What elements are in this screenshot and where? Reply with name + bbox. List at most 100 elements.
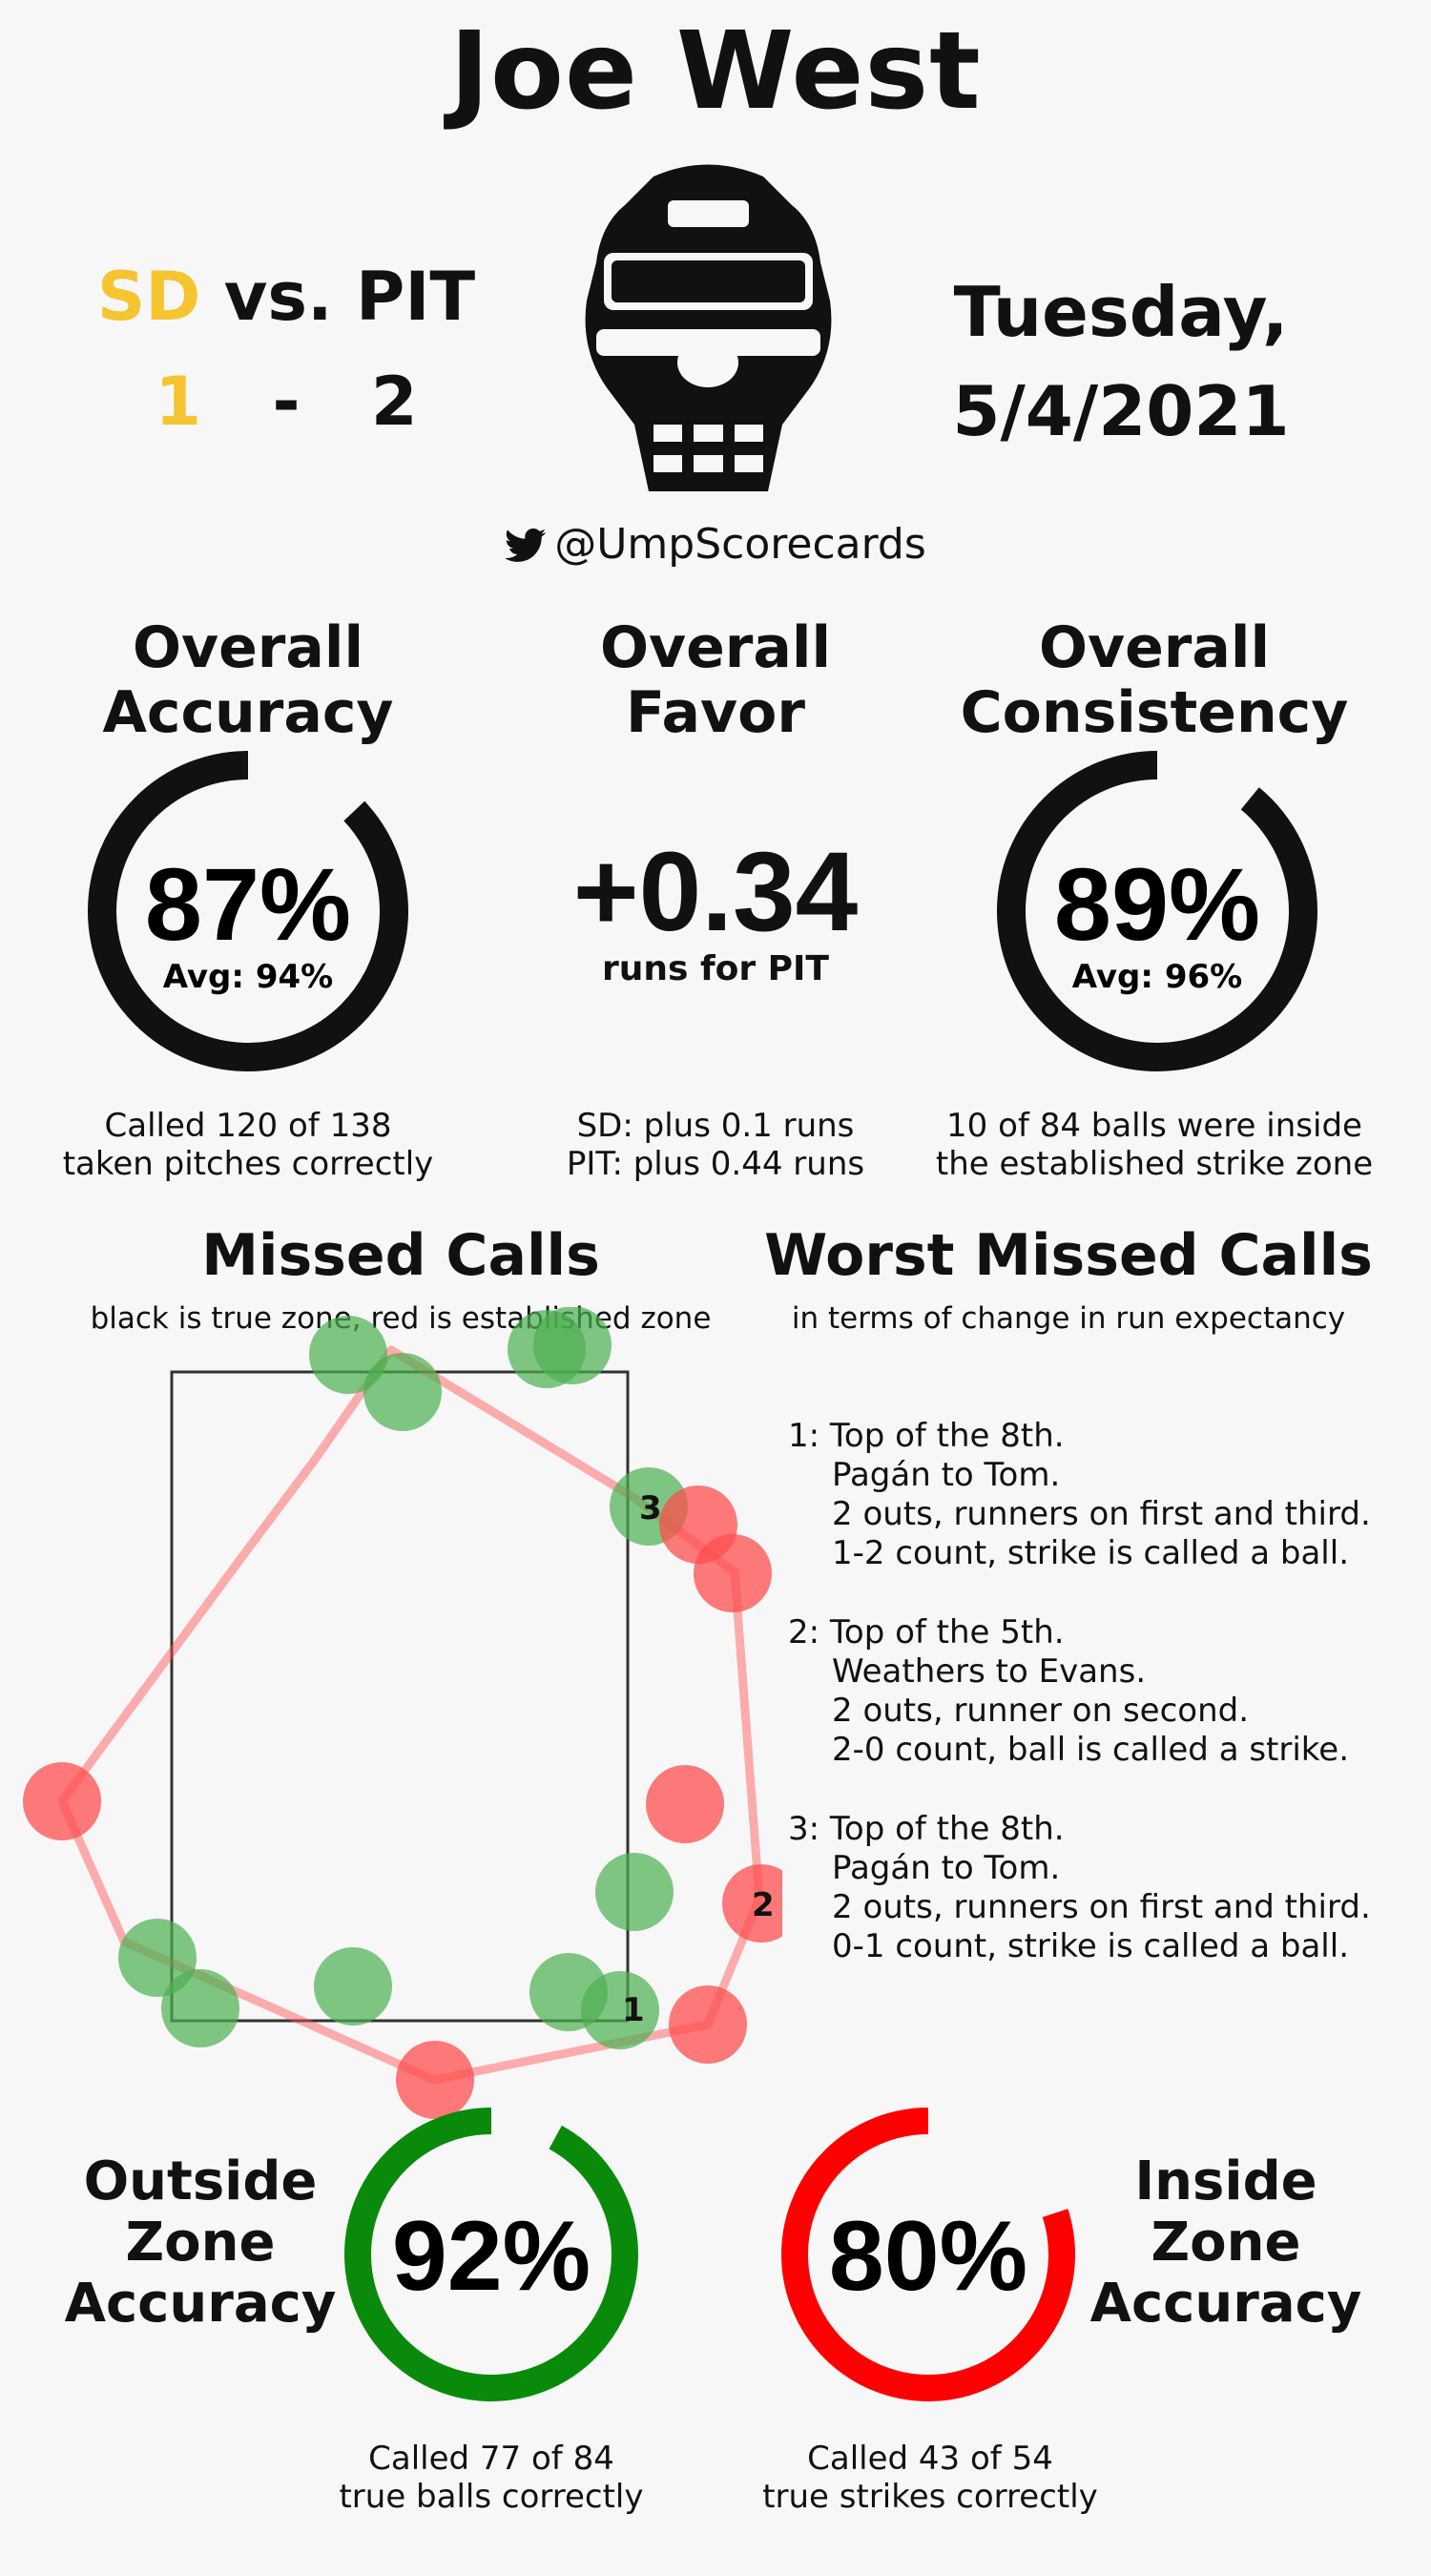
- umpire-mask-icon: [585, 164, 832, 491]
- accuracy-title-line2: Accuracy: [102, 679, 394, 746]
- outside-zone-caption: Called 77 of 84 true balls correctly: [296, 2440, 687, 2516]
- missed-call-dot: [669, 1985, 747, 2064]
- final-score: 1 - 2: [86, 363, 487, 441]
- worst-call-3-call: 0-1 count, strike is called a ball.: [832, 1927, 1350, 1965]
- accuracy-caption-line2: taken pitches correctly: [62, 1145, 434, 1183]
- worst-calls-title: Worst Missed Calls: [764, 1222, 1373, 1289]
- favor-caption-line1: SD: plus 0.1 runs: [576, 1107, 855, 1145]
- worst-call-1-call: 1-2 count, strike is called a ball.: [832, 1534, 1350, 1572]
- worst-call-3-situation: 2 outs, runners on first and third.: [832, 1888, 1371, 1926]
- favor-title-line1: Overall: [599, 614, 832, 681]
- worst-call-1-situation: 2 outs, runners on first and third.: [832, 1495, 1371, 1533]
- vs-text: vs.: [223, 258, 333, 336]
- worst-call-2-situation: 2 outs, runner on second.: [832, 1692, 1250, 1730]
- consistency-ring: [997, 751, 1317, 1071]
- worst-call-3-inning: 3: Top of the 8th.: [788, 1810, 1065, 1848]
- inside-value: 80%: [829, 2201, 1027, 2312]
- inside-title-line3: Accuracy: [1089, 2273, 1362, 2335]
- away-team: SD: [96, 258, 201, 336]
- missed-calls-title: Missed Calls: [201, 1222, 600, 1289]
- consistency-donut: 89% Avg: 96%: [997, 751, 1317, 1071]
- inside-title-line1: Inside: [1134, 2150, 1317, 2212]
- handle-text: @UmpScorecards: [554, 520, 926, 569]
- inside-caption-line2: true strikes correctly: [762, 2478, 1098, 2516]
- accuracy-caption-line1: Called 120 of 138: [104, 1107, 392, 1145]
- missed-call-dot: [722, 1864, 782, 1942]
- umpire-name: Joe West: [449, 10, 982, 134]
- outside-zone-title: Outside Zone Accuracy: [52, 2151, 348, 2335]
- consistency-value: 89%: [1054, 846, 1260, 962]
- consistency-caption-line2: the established strike zone: [935, 1145, 1374, 1183]
- matchup: SD vs. PIT: [86, 258, 487, 336]
- worst-call-2-matchup: Weathers to Evans.: [832, 1652, 1147, 1691]
- worst-call-1-inning: 1: Top of the 8th.: [788, 1417, 1065, 1455]
- favor-caption: SD: plus 0.1 runs PIT: plus 0.44 runs: [515, 1107, 916, 1183]
- favor-caption-line2: PIT: plus 0.44 runs: [566, 1145, 865, 1183]
- missed-ball-dots: [23, 1485, 782, 2119]
- worst-call-2-call: 2-0 count, ball is called a strike.: [832, 1731, 1350, 1769]
- missed-call-dot: [595, 1853, 674, 1931]
- consistency-caption-line1: 10 of 84 balls were inside: [946, 1107, 1362, 1145]
- missed-call-dot: [694, 1534, 772, 1612]
- consistency-caption: 10 of 84 balls were inside the establish…: [916, 1107, 1393, 1183]
- accuracy-title-line1: Overall: [132, 614, 364, 681]
- outside-caption-line1: Called 77 of 84: [368, 2440, 614, 2478]
- worst-call-1: 1: Top of the 8th. Pagán to Tom. 2 outs,…: [788, 1417, 1418, 1573]
- missed-call-dot: [581, 1971, 659, 2049]
- inside-title-line2: Zone: [1151, 2212, 1301, 2274]
- score-dash: -: [272, 363, 301, 441]
- inside-zone-donut: 80%: [781, 2108, 1075, 2401]
- missed-call-dot: [396, 2041, 474, 2119]
- outside-zone-donut: 92%: [344, 2108, 638, 2401]
- consistency-title-line2: Consistency: [960, 679, 1349, 746]
- worst-call-3-matchup: Pagán to Tom.: [832, 1849, 1061, 1887]
- outside-title-line3: Accuracy: [64, 2273, 337, 2335]
- accuracy-donut: 87% Avg: 94%: [88, 751, 408, 1071]
- inside-zone-caption: Called 43 of 54 true strikes correctly: [735, 2440, 1126, 2516]
- inside-ring: [781, 2108, 1075, 2401]
- worst-calls-list: 1: Top of the 8th. Pagán to Tom. 2 outs,…: [788, 1417, 1418, 1966]
- date-weekday: Tuesday,: [953, 272, 1289, 352]
- missed-call-dot: [533, 1307, 612, 1384]
- missed-strike-dots: [118, 1307, 688, 2049]
- favor-unit: runs for PIT: [602, 949, 829, 988]
- worst-call-label-3: 3: [639, 1489, 662, 1527]
- worst-call-2-inning: 2: Top of the 5th.: [788, 1613, 1065, 1652]
- missed-calls-plot: 1 2 3: [23, 1307, 782, 2119]
- away-score: 1: [155, 363, 202, 441]
- favor-value: +0.34: [572, 829, 859, 955]
- accuracy-avg: Avg: 94%: [163, 958, 333, 996]
- worst-call-label-2: 2: [752, 1886, 775, 1924]
- missed-call-dot: [363, 1353, 442, 1431]
- worst-call-3: 3: Top of the 8th. Pagán to Tom. 2 outs,…: [788, 1810, 1418, 1966]
- consistency-avg: Avg: 96%: [1072, 958, 1242, 996]
- missed-call-dot: [314, 1947, 392, 2025]
- outside-title-line1: Outside: [83, 2150, 318, 2212]
- game-date: Tuesday, 5/4/2021: [916, 262, 1326, 461]
- twitter-bird-icon: [505, 528, 547, 562]
- accuracy-title: Overall Accuracy: [48, 615, 448, 745]
- favor-title-line2: Favor: [626, 679, 805, 746]
- worst-call-1-matchup: Pagán to Tom.: [832, 1456, 1061, 1494]
- true-strike-zone: [170, 1370, 630, 2023]
- worst-call-label-1: 1: [622, 1991, 645, 2029]
- inside-zone-title: Inside Zone Accuracy: [1078, 2151, 1374, 2335]
- missed-call-dot: [23, 1762, 101, 1840]
- favor-title: Overall Favor: [515, 615, 916, 745]
- worst-calls-subtitle: in terms of change in run expectancy: [791, 1301, 1346, 1336]
- date-value: 5/4/2021: [952, 371, 1290, 451]
- outside-caption-line2: true balls correctly: [339, 2478, 644, 2516]
- accuracy-value: 87%: [145, 846, 351, 962]
- consistency-title: Overall Consistency: [944, 615, 1364, 745]
- consistency-title-line1: Overall: [1038, 614, 1271, 681]
- inside-caption-line1: Called 43 of 54: [807, 2440, 1053, 2478]
- missed-call-dot: [646, 1765, 724, 1843]
- twitter-handle[interactable]: @UmpScorecards: [0, 520, 1431, 569]
- outside-ring: [344, 2108, 638, 2401]
- home-score: 2: [370, 363, 418, 441]
- outside-value: 92%: [392, 2201, 591, 2312]
- missed-call-dot: [161, 1969, 239, 2047]
- home-team: PIT: [356, 258, 476, 336]
- outside-title-line2: Zone: [125, 2212, 276, 2274]
- accuracy-caption: Called 120 of 138 taken pitches correctl…: [38, 1107, 458, 1183]
